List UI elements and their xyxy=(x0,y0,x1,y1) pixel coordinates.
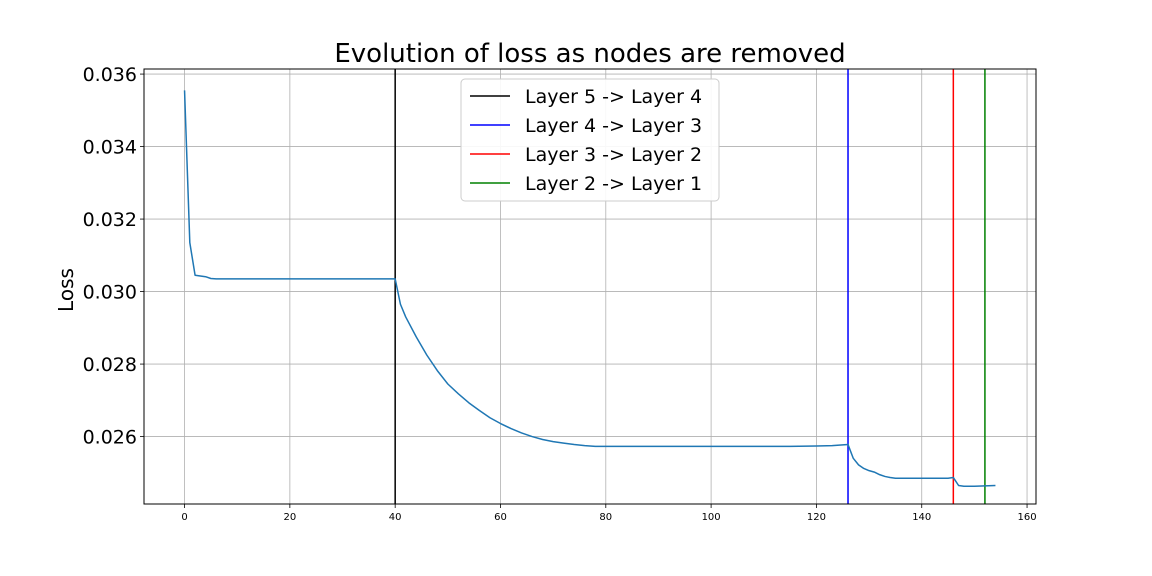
x-tick-label: 0 xyxy=(181,512,187,523)
legend-label: Layer 5 -> Layer 4 xyxy=(525,86,702,108)
layer-transition-lines xyxy=(394,69,986,504)
x-axis-ticks: 0 20 40 60 80 100 120 140 160 xyxy=(181,504,1037,523)
loss-line xyxy=(183,90,996,487)
y-axis-ticks: 0.026 0.028 0.030 0.032 0.034 0.036 xyxy=(83,64,144,449)
legend: Layer 5 -> Layer 4 Layer 4 -> Layer 3 Laye… xyxy=(460,78,720,202)
legend-items: Layer 5 -> Layer 4 Layer 4 -> Layer 3 Laye… xyxy=(470,86,702,195)
legend-label: Layer 2 -> Layer 1 xyxy=(525,173,702,195)
x-tick-label: 100 xyxy=(702,512,721,523)
y-tick-label: 0.028 xyxy=(83,354,137,376)
y-tick-label: 0.034 xyxy=(83,137,137,159)
y-tick-label: 0.036 xyxy=(83,64,137,86)
legend-box xyxy=(460,78,720,202)
legend-label: Layer 4 -> Layer 3 xyxy=(525,115,702,137)
x-tick-label: 40 xyxy=(389,512,402,523)
x-tick-label: 160 xyxy=(1018,512,1037,523)
x-tick-label: 80 xyxy=(599,512,612,523)
x-tick-label: 140 xyxy=(912,512,931,523)
y-tick-label: 0.032 xyxy=(83,209,137,231)
loss-series xyxy=(183,90,996,487)
y-tick-label: 0.030 xyxy=(83,282,137,304)
y-axis-label: Loss xyxy=(54,268,78,312)
y-tick-label: 0.026 xyxy=(83,427,137,449)
x-tick-label: 20 xyxy=(283,512,296,523)
x-tick-label: 60 xyxy=(494,512,507,523)
plot-frame xyxy=(143,68,1037,505)
chart-title: Evolution of loss as nodes are removed xyxy=(334,39,845,69)
legend-label: Layer 3 -> Layer 2 xyxy=(525,144,702,166)
x-tick-label: 120 xyxy=(807,512,826,523)
